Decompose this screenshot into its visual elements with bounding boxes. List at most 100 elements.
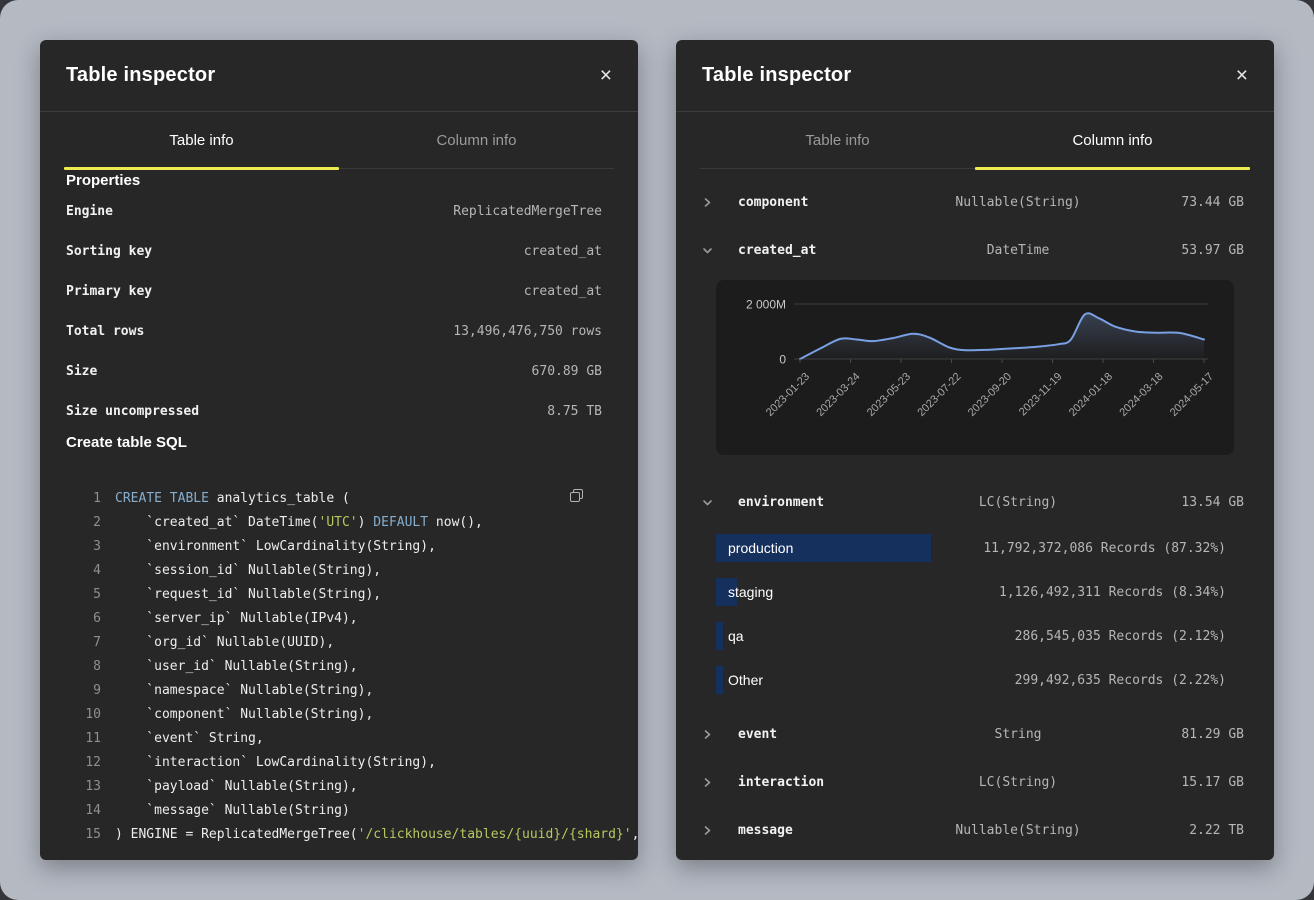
value-record-count: 286,545,035 Records (2.12%) bbox=[1015, 629, 1226, 644]
line-number: 1 bbox=[66, 491, 101, 506]
sql-line: 3 `environment` LowCardinality(String), bbox=[66, 534, 612, 558]
column-row-created-at[interactable]: created_atDateTime53.97 GB bbox=[702, 226, 1248, 274]
column-type: String bbox=[918, 727, 1118, 742]
property-label: Sorting key bbox=[66, 244, 152, 259]
tab-label: Column info bbox=[436, 132, 516, 149]
value-record-count: 299,492,635 Records (2.22%) bbox=[1015, 673, 1226, 688]
column-size: 81.29 GB bbox=[1118, 727, 1248, 742]
sql-code-text: `event` String, bbox=[115, 731, 264, 746]
sql-line: 9 `namespace` Nullable(String), bbox=[66, 678, 612, 702]
table-inspector-dialog-left: Table inspector × Table infoColumn info … bbox=[40, 40, 638, 860]
copy-icon[interactable] bbox=[565, 486, 587, 508]
sql-code-text: `org_id` Nullable(UUID), bbox=[115, 635, 334, 650]
x-axis-tick-label: 2023-03-24 bbox=[814, 371, 862, 419]
value-row-other: Other299,492,635 Records (2.22%) bbox=[716, 658, 1226, 702]
property-value: 670.89 GB bbox=[532, 364, 602, 379]
line-number: 11 bbox=[66, 731, 101, 746]
y-axis-tick-label: 2 000M bbox=[746, 298, 786, 312]
column-name: environment bbox=[738, 495, 918, 510]
dialog-header: Table inspector × bbox=[40, 40, 638, 112]
sql-line: 5 `request_id` Nullable(String), bbox=[66, 582, 612, 606]
sql-line: 13 `payload` Nullable(String), bbox=[66, 774, 612, 798]
page-background: Table inspector × Table infoColumn info … bbox=[0, 0, 1314, 900]
property-value: created_at bbox=[524, 244, 602, 259]
sql-code-text: `server_ip` Nullable(IPv4), bbox=[115, 611, 358, 626]
column-size: 15.17 GB bbox=[1118, 775, 1248, 790]
line-number: 8 bbox=[66, 659, 101, 674]
property-label: Size bbox=[66, 364, 97, 379]
sql-line: 15) ENGINE = ReplicatedMergeTree('/click… bbox=[66, 822, 612, 846]
property-row-total-rows: Total rows13,496,476,750 rows bbox=[66, 311, 612, 351]
x-axis-tick-label: 2023-11-19 bbox=[1017, 371, 1065, 419]
chevron-right-icon[interactable] bbox=[702, 825, 713, 836]
x-axis-tick-label: 2024-05-17 bbox=[1168, 371, 1216, 419]
created-at-histogram-card: 2 000M02023-01-232023-03-242023-05-23202… bbox=[716, 280, 1234, 455]
column-row-event[interactable]: eventString81.29 GB bbox=[702, 710, 1248, 758]
column-row-environment[interactable]: environmentLC(String)13.54 GB bbox=[702, 478, 1248, 526]
column-size: 2.22 TB bbox=[1118, 823, 1248, 838]
chevron-right-icon[interactable] bbox=[702, 777, 713, 788]
column-row-message[interactable]: messageNullable(String)2.22 TB bbox=[702, 806, 1248, 854]
column-type: LC(String) bbox=[918, 775, 1118, 790]
dialog-title: Table inspector bbox=[66, 64, 215, 87]
chevron-right-icon[interactable] bbox=[702, 197, 713, 208]
property-row-size-uncompressed: Size uncompressed8.75 TB bbox=[66, 391, 612, 431]
line-number: 5 bbox=[66, 587, 101, 602]
tab-table-info[interactable]: Table info bbox=[700, 112, 975, 168]
sql-code-block: 1 CREATE TABLE analytics_table ( 2 `create… bbox=[66, 486, 612, 846]
value-record-count: 1,126,492,311 Records (8.34%) bbox=[999, 585, 1226, 600]
column-size: 13.54 GB bbox=[1118, 495, 1248, 510]
sql-line: 11 `event` String, bbox=[66, 726, 612, 750]
sql-line: 6 `server_ip` Nullable(IPv4), bbox=[66, 606, 612, 630]
column-row-component[interactable]: componentNullable(String)73.44 GB bbox=[702, 178, 1248, 226]
line-number: 10 bbox=[66, 707, 101, 722]
sql-line: 1 CREATE TABLE analytics_table ( bbox=[66, 486, 612, 510]
line-number: 14 bbox=[66, 803, 101, 818]
value-label: qa bbox=[716, 628, 744, 644]
column-row-interaction[interactable]: interactionLC(String)15.17 GB bbox=[702, 758, 1248, 806]
property-value: ReplicatedMergeTree bbox=[453, 204, 602, 219]
sql-line: 4 `session_id` Nullable(String), bbox=[66, 558, 612, 582]
property-value: 13,496,476,750 rows bbox=[453, 324, 602, 339]
dialog-header: Table inspector × bbox=[676, 40, 1274, 112]
sql-code-text: `environment` LowCardinality(String), bbox=[115, 539, 436, 554]
column-type: LC(String) bbox=[918, 495, 1118, 510]
property-label: Engine bbox=[66, 204, 113, 219]
sql-code-text: ) ENGINE = ReplicatedMergeTree('/clickho… bbox=[115, 827, 638, 842]
value-label: production bbox=[716, 540, 793, 556]
tab-table-info[interactable]: Table info bbox=[64, 112, 339, 168]
line-number: 13 bbox=[66, 779, 101, 794]
column-type: Nullable(String) bbox=[918, 823, 1118, 838]
tab-label: Table info bbox=[805, 132, 869, 149]
x-axis-tick-label: 2023-09-20 bbox=[966, 371, 1014, 419]
tab-column-info[interactable]: Column info bbox=[975, 112, 1250, 168]
tab-column-info[interactable]: Column info bbox=[339, 112, 614, 168]
column-name: event bbox=[738, 727, 918, 742]
column-name: component bbox=[738, 195, 918, 210]
chevron-down-icon[interactable] bbox=[702, 245, 713, 256]
chevron-down-icon[interactable] bbox=[702, 497, 713, 508]
property-label: Size uncompressed bbox=[66, 404, 199, 419]
sql-line: 2 `created_at` DateTime('UTC') DEFAULT n… bbox=[66, 510, 612, 534]
sql-code-text: `payload` Nullable(String), bbox=[115, 779, 358, 794]
table-inspector-dialog-right: Table inspector × Table infoColumn info … bbox=[676, 40, 1274, 860]
sql-line: 12 `interaction` LowCardinality(String), bbox=[66, 750, 612, 774]
sql-line: 14 `message` Nullable(String) bbox=[66, 798, 612, 822]
property-value: created_at bbox=[524, 284, 602, 299]
dialog-title: Table inspector bbox=[702, 64, 851, 87]
line-number: 12 bbox=[66, 755, 101, 770]
line-number: 4 bbox=[66, 563, 101, 578]
column-size: 73.44 GB bbox=[1118, 195, 1248, 210]
column-type: Nullable(String) bbox=[918, 195, 1118, 210]
close-icon[interactable]: × bbox=[1236, 65, 1248, 86]
x-axis-tick-label: 2023-07-22 bbox=[915, 371, 963, 419]
sql-code-text: CREATE TABLE analytics_table ( bbox=[115, 491, 350, 506]
line-number: 6 bbox=[66, 611, 101, 626]
value-label: staging bbox=[716, 584, 773, 600]
chevron-right-icon[interactable] bbox=[702, 729, 713, 740]
properties-list: Engine ReplicatedMergeTree Sorting key crea… bbox=[66, 191, 612, 431]
value-row-qa: qa 286,545,035 Records (2.12%) bbox=[716, 614, 1226, 658]
close-icon[interactable]: × bbox=[600, 65, 612, 86]
sql-code-text: `created_at` DateTime('UTC') DEFAULT now… bbox=[115, 515, 483, 530]
property-row-size: Size 670.89 GB bbox=[66, 351, 612, 391]
